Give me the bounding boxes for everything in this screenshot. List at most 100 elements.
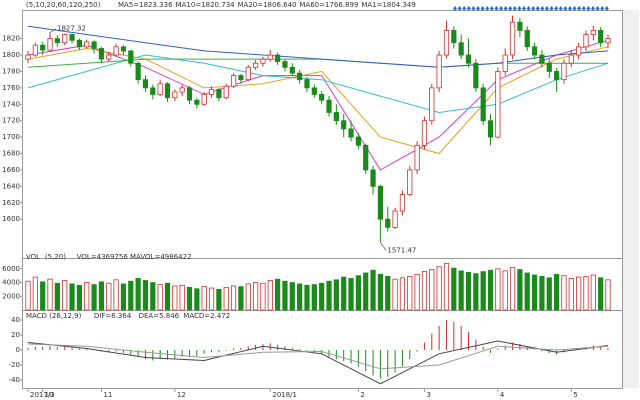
y-tick-label: 20 <box>11 331 20 339</box>
volume-bar <box>443 262 450 311</box>
candle-body <box>502 54 508 72</box>
candle-body <box>76 39 82 48</box>
candle-body <box>128 50 134 64</box>
marker-diamond <box>535 6 540 11</box>
volume-bar <box>25 280 31 311</box>
candle-body <box>429 87 435 122</box>
volume-bar <box>186 286 193 311</box>
volume-bar <box>333 279 339 311</box>
volume-bar <box>297 283 303 311</box>
volume-bar <box>377 273 384 311</box>
marker-diamond <box>489 6 494 11</box>
candle-body <box>179 87 185 93</box>
volume-bar <box>238 286 244 311</box>
legend-text: DIF=6.364 <box>94 312 132 320</box>
volume-bar <box>458 270 464 311</box>
candle-body <box>311 87 317 95</box>
side-bar <box>623 10 639 388</box>
volume-bar <box>252 282 259 311</box>
annotation: 1827.32 <box>57 25 86 33</box>
y-tick-label: 1680 <box>2 150 20 158</box>
marker-diamond <box>572 6 577 11</box>
marker-diamond <box>485 6 490 11</box>
y-tick-label: 6000 <box>2 265 20 273</box>
volume-bar <box>531 274 538 311</box>
candle-body <box>186 87 193 101</box>
annotation: 1571.47 <box>387 247 416 255</box>
candle-body <box>25 54 31 60</box>
y-tick-label: 0 <box>16 346 20 354</box>
candle-body <box>201 94 207 105</box>
volume-bar <box>605 279 611 311</box>
volume-bar <box>598 277 604 311</box>
marker-diamond <box>503 6 508 11</box>
candle-body <box>304 79 310 89</box>
candle-body <box>208 89 215 95</box>
volume-bar <box>502 270 508 311</box>
volume-bar <box>69 283 75 311</box>
volume-bar <box>421 271 428 311</box>
legend-text: MACD <box>26 312 47 320</box>
volume-bar <box>223 286 229 311</box>
volume-bar <box>98 281 105 311</box>
candle-body <box>583 34 589 48</box>
volume-bar <box>245 283 251 311</box>
candle-body <box>172 91 178 99</box>
candle-body <box>473 62 479 89</box>
indicator-line <box>27 343 609 370</box>
candle-body <box>546 62 552 72</box>
marker-diamond <box>471 6 476 11</box>
volume-bar <box>208 287 215 311</box>
volume-bar <box>275 278 281 311</box>
candle-body <box>539 54 545 64</box>
legend-text: MA20=1806.640 <box>238 1 297 9</box>
y-tick-label: 1780 <box>2 67 20 75</box>
volume-bar <box>304 284 310 311</box>
marker-diamond <box>512 6 517 11</box>
marker-diamond <box>591 6 595 11</box>
legend-text: (5,20) <box>45 253 66 261</box>
candle-body <box>297 72 303 81</box>
volume-bar <box>473 273 479 311</box>
marker-diamond <box>466 6 471 11</box>
marker-diamond <box>545 6 549 11</box>
volume-bar <box>319 282 325 311</box>
marker-diamond <box>522 6 526 11</box>
candle-body <box>282 61 288 68</box>
candle-body <box>267 54 273 60</box>
volume-bar <box>399 277 406 311</box>
volume-bar <box>517 269 523 311</box>
marker-diamond <box>494 6 499 11</box>
marker-diamond <box>554 6 559 11</box>
x-tick-label: 10 <box>45 391 54 399</box>
volume-bar <box>113 279 119 311</box>
candle-body <box>40 44 46 51</box>
volume-bar <box>179 284 185 311</box>
candle-body <box>84 41 90 48</box>
y-tick-label: 1600 <box>2 215 20 223</box>
legend-text: (5,10,20,60,120,250) <box>26 1 101 9</box>
candle-body <box>370 169 376 187</box>
volume-bar <box>509 267 516 311</box>
volume-bar <box>341 276 347 311</box>
annotation-leader <box>49 28 57 33</box>
candle-body <box>436 54 442 89</box>
candle-body <box>348 128 354 138</box>
candle-body <box>487 120 494 138</box>
volume-bar <box>157 284 163 311</box>
volume-bar <box>554 273 560 311</box>
y-tick-label: 1800 <box>2 51 20 59</box>
volume-bar <box>106 282 112 311</box>
volume-bar <box>267 280 273 311</box>
volume-bar <box>480 271 486 311</box>
volume-bar <box>576 276 582 311</box>
candle-body <box>260 58 266 64</box>
y-tick-label: 4000 <box>2 279 20 287</box>
volume-bar <box>370 269 376 311</box>
volume-bar <box>363 272 369 311</box>
marker-diamond <box>540 6 545 11</box>
legend-text: MAVOL=4986422 <box>130 253 192 261</box>
legend-text: (26,12,9) <box>49 312 81 320</box>
volume-bar <box>282 280 288 311</box>
